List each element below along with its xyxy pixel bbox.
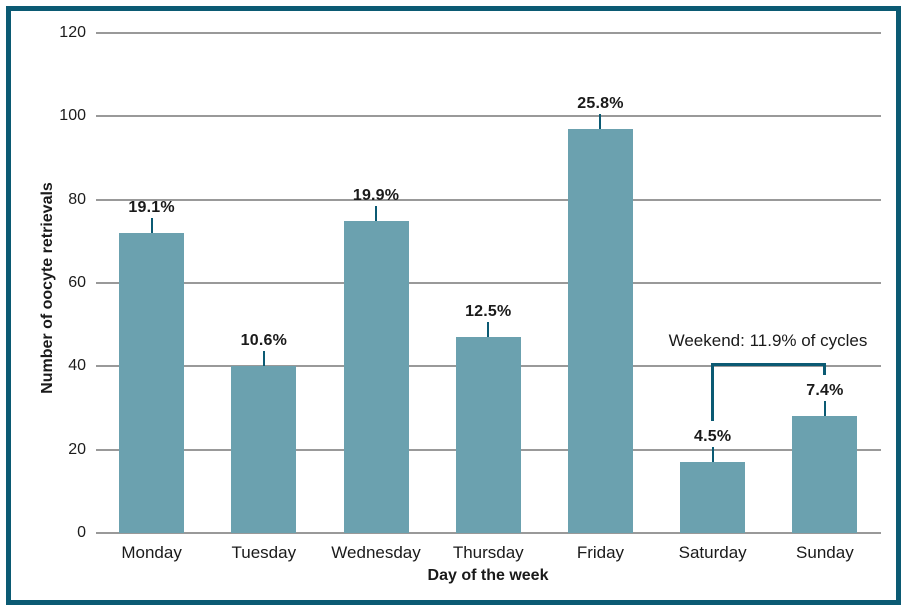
y-tick-label: 60 [68, 274, 86, 291]
bar-value-label: 25.8% [577, 94, 624, 112]
bar-label-tick [262, 351, 265, 367]
weekend-bracket-leg [823, 363, 827, 376]
bar-wednesday [343, 220, 409, 533]
x-category-label: Tuesday [231, 543, 297, 562]
weekend-annotation-text: Weekend: 11.9% of cycles [668, 331, 868, 350]
x-category-label: Thursday [452, 543, 524, 562]
y-tick-label: 0 [77, 524, 86, 541]
bar-label-tick [487, 322, 490, 338]
x-axis-title: Day of the week [427, 567, 549, 584]
x-category-label: Monday [121, 543, 182, 562]
x-category-label: Friday [576, 543, 625, 562]
gridline-y-80 [95, 198, 881, 201]
bar-thursday [455, 337, 521, 533]
bar-label-tick [823, 401, 826, 417]
bar-sunday [792, 416, 858, 533]
chart-frame [6, 6, 901, 605]
bar-label-tick [150, 218, 153, 233]
bar-saturday [680, 462, 746, 533]
x-category-label: Sunday [796, 543, 854, 562]
gridline-y-100 [95, 115, 881, 118]
bar-value-label: 19.1% [128, 199, 175, 216]
y-tick-label: 120 [59, 24, 86, 41]
gridline-y-60 [95, 282, 881, 284]
bar-label-tick [711, 447, 714, 463]
bar-tuesday [231, 366, 297, 533]
y-tick-label: 40 [68, 357, 86, 375]
x-category-label: Wednesday [331, 543, 421, 562]
y-tick-label: 100 [59, 107, 86, 125]
gridline-y-0 [95, 532, 881, 534]
bar-label-tick [599, 113, 602, 129]
bar-value-label: 4.5% [694, 428, 732, 446]
bar-value-label: 19.9% [352, 186, 400, 204]
x-category-label: Saturday [678, 543, 747, 562]
bar-friday [567, 128, 633, 533]
bar-value-label: 10.6% [240, 332, 287, 350]
weekend-bracket-leg [711, 363, 715, 422]
bar-value-label: 7.4% [806, 382, 844, 400]
y-tick-label: 20 [68, 440, 86, 458]
weekend-bracket-top [711, 363, 827, 366]
bar-monday [119, 233, 185, 533]
bar-value-label: 12.5% [465, 303, 512, 321]
bar-label-tick [375, 205, 378, 221]
y-tick-label: 80 [68, 190, 86, 208]
gridline-y-120 [95, 32, 881, 34]
